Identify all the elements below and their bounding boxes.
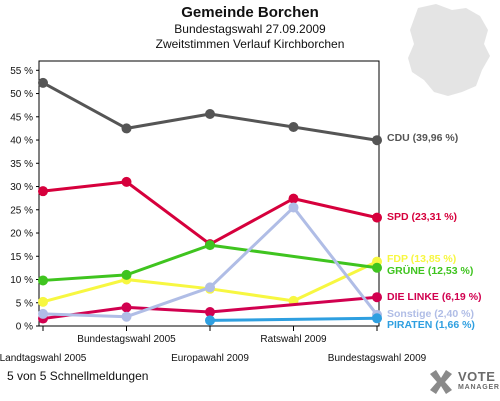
y-tick-label: 55 % <box>10 66 33 77</box>
x-axis: Landtagswahl 2005 Bundestagswahl 2005 Euro… <box>0 326 427 364</box>
data-point <box>205 307 215 318</box>
chart-header: Gemeinde Borchen Bundestagswahl 27.09.20… <box>0 4 500 52</box>
data-point <box>38 275 48 286</box>
data-point <box>372 262 382 273</box>
x-tick-label: Landtagswahl 2005 <box>0 353 87 364</box>
vote-check-icon <box>430 370 452 394</box>
series-line <box>209 316 378 322</box>
x-tick-label: Bundestagswahl 2009 <box>328 353 427 364</box>
chart-subtitle-election: Bundestagswahl 27.09.2009 <box>174 22 326 36</box>
y-tick-label: 35 % <box>10 159 33 170</box>
series-6 <box>205 313 382 326</box>
vote-manager-logo: VOTE MANAGER <box>428 368 499 398</box>
series-line <box>42 295 378 321</box>
data-point <box>205 282 215 293</box>
data-point <box>121 269 132 280</box>
y-tick-label: 5 % <box>16 298 33 309</box>
x-tick-label: Europawahl 2009 <box>171 353 249 364</box>
y-tick-label: 10 % <box>10 275 33 286</box>
y-tick-label: 40 % <box>10 136 33 147</box>
y-tick-label: 45 % <box>10 112 33 123</box>
series-0 <box>38 77 382 146</box>
data-point <box>38 308 48 319</box>
y-tick-label: 30 % <box>10 182 33 193</box>
data-point <box>121 176 132 187</box>
data-point <box>205 315 215 326</box>
series-labels: CDU (39,96 %) SPD (23,31 %) FDP (13,85 %)G… <box>387 132 482 331</box>
data-point <box>121 311 132 322</box>
series-label: PIRATEN (1,66 %) <box>387 319 475 331</box>
series-label: CDU (39,96 %) <box>387 132 458 144</box>
series-label: SPD (23,31 %) <box>387 211 457 223</box>
y-tick-label: 20 % <box>10 229 33 240</box>
y-tick-label: 25 % <box>10 205 33 216</box>
plot-frame <box>38 60 380 327</box>
y-tick-label: 15 % <box>10 252 33 263</box>
series-label: Sonstige (2,40 %) <box>387 308 474 320</box>
plot-area <box>38 60 380 327</box>
data-point <box>205 109 215 119</box>
series-line <box>42 243 378 282</box>
series-label: FDP (13,85 %) <box>387 253 456 265</box>
data-point <box>38 77 48 88</box>
series-label: DIE LINKE (6,19 %) <box>387 291 482 303</box>
data-point <box>372 212 382 223</box>
data-point <box>288 202 299 213</box>
y-tick-label: 50 % <box>10 89 33 100</box>
y-axis: 0 % 5 % 10 % 15 % 20 % 25 % 30 % 35 % 40 % 45 % 50… <box>10 66 39 333</box>
y-tick-label: 0 % <box>16 322 33 333</box>
status-text: 5 von 5 Schnellmeldungen <box>7 369 149 383</box>
data-point <box>121 302 132 313</box>
chart-subtitle-district: Zweitstimmen Verlauf Kirchborchen <box>155 37 345 51</box>
data-point <box>372 292 382 303</box>
data-point <box>205 240 215 251</box>
series-3 <box>38 240 382 286</box>
data-point <box>288 193 299 204</box>
series-layer <box>38 77 382 326</box>
data-point <box>121 123 132 134</box>
data-point <box>372 313 382 324</box>
x-tick-label: Ratswahl 2009 <box>260 334 327 345</box>
data-point <box>288 122 299 133</box>
x-tick-label: Bundestagswahl 2005 <box>77 334 176 345</box>
data-point <box>38 296 48 307</box>
data-point <box>372 135 382 146</box>
series-label: GRÜNE (12,53 %) <box>387 264 473 277</box>
chart-title: Gemeinde Borchen <box>181 4 319 21</box>
data-point <box>38 186 48 197</box>
